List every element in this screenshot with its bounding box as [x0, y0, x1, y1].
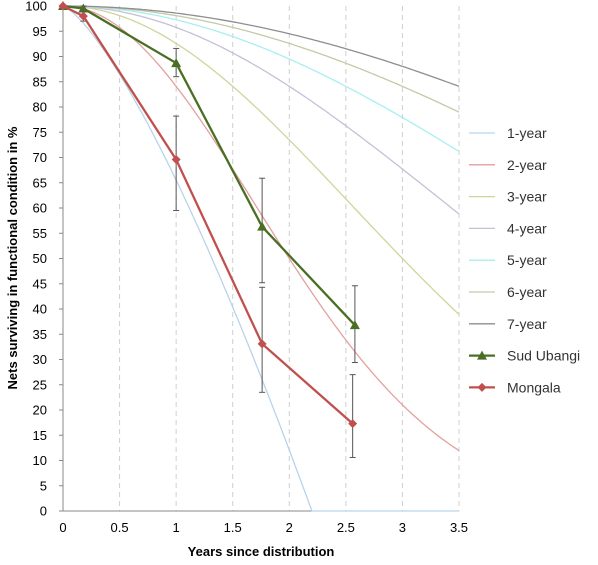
diamond-marker	[58, 1, 68, 11]
diamond-marker	[171, 155, 181, 165]
triangle-marker	[349, 320, 360, 330]
y-tick-label: 90	[33, 49, 47, 64]
reference-curves	[62, 5, 460, 512]
reference-curve	[63, 5, 460, 87]
y-tick-label: 75	[33, 125, 47, 140]
series	[58, 1, 360, 364]
y-tick-label: 40	[33, 302, 47, 317]
x-tick-label: 1	[173, 520, 180, 535]
diamond-marker	[348, 419, 358, 429]
axes	[62, 6, 459, 512]
y-tick-label: 20	[33, 403, 47, 418]
y-tick-label: 60	[33, 201, 47, 216]
y-tick-label: 65	[33, 175, 47, 190]
reference-curve	[62, 5, 459, 512]
y-tick-label: 80	[33, 100, 47, 115]
y-axis-title: Nets surviving in functional condition i…	[5, 126, 20, 389]
y-tick-labels: 0 5 10 15 20 25 30 35 40 45 50 55 60 65 70 75 80 85 90 95 10…	[25, 0, 63, 519]
reference-curve	[63, 5, 460, 315]
x-tick-label: 0	[59, 520, 66, 535]
reference-curve	[63, 5, 460, 113]
y-tick-label: 85	[33, 74, 47, 89]
x-axis-title: Years since distribution	[188, 544, 335, 559]
data-series	[58, 1, 360, 458]
legend-entry: 1-year	[469, 125, 547, 141]
y-tick-label: 50	[33, 251, 47, 266]
triangle-marker	[171, 58, 182, 68]
y-tick-label: 70	[33, 150, 47, 165]
x-tick-label: 1.5	[224, 520, 242, 535]
x-tick-label: 3.5	[450, 520, 468, 535]
diamond-marker	[477, 382, 487, 392]
y-tick-label: 0	[40, 504, 47, 519]
x-tick-label: 0.5	[111, 520, 129, 535]
y-tick-label: 45	[33, 276, 47, 291]
diamond-marker	[78, 11, 88, 21]
y-tick-label: 100	[25, 0, 47, 14]
y-tick-label: 15	[33, 428, 47, 443]
legend-entry: 7-year	[469, 316, 547, 332]
y-tick-label: 35	[33, 327, 47, 342]
legend-entry: 5-year	[469, 252, 547, 268]
legend-label: 5-year	[507, 252, 547, 268]
y-tick-label: 5	[40, 478, 47, 493]
legend-label: 7-year	[507, 316, 547, 332]
legend-entry: Sud Ubangi	[469, 348, 580, 364]
legend-label: Sud Ubangi	[507, 348, 580, 364]
triangle-marker	[257, 221, 268, 231]
x-tick-label: 2.5	[337, 520, 355, 535]
x-tick-label: 3	[399, 520, 406, 535]
x-tick-label: 2	[286, 520, 293, 535]
legend-entry: 4-year	[469, 220, 547, 236]
legend-entry: 3-year	[469, 189, 547, 205]
triangle-marker	[477, 350, 487, 360]
y-tick-label: 25	[33, 377, 47, 392]
triangle-marker	[78, 3, 89, 13]
y-tick-label: 55	[33, 226, 47, 241]
y-tick-label: 30	[33, 352, 47, 367]
series	[58, 1, 358, 458]
legend-label: 3-year	[507, 189, 547, 205]
y-tick-label: 10	[33, 453, 47, 468]
reference-curve	[63, 5, 460, 215]
diamond-marker	[257, 339, 267, 349]
legend-entry: 6-year	[469, 284, 547, 300]
legend-label: Mongala	[507, 379, 561, 395]
legend-label: 6-year	[507, 284, 547, 300]
reference-curve	[63, 5, 460, 152]
legend-label: 2-year	[507, 157, 547, 173]
x-tick-labels: 0 0.5 1 1.5 2 2.5 3 3.5	[59, 520, 468, 535]
legend-entry: 2-year	[469, 157, 547, 173]
legend-entry: Mongala	[469, 379, 561, 395]
legend-label: 1-year	[507, 125, 547, 141]
legend: 1-year 2-year 3-year 4-year 5-year 6-year 7-ye…	[469, 125, 580, 395]
y-tick-label: 95	[33, 24, 47, 39]
legend-label: 4-year	[507, 220, 547, 236]
